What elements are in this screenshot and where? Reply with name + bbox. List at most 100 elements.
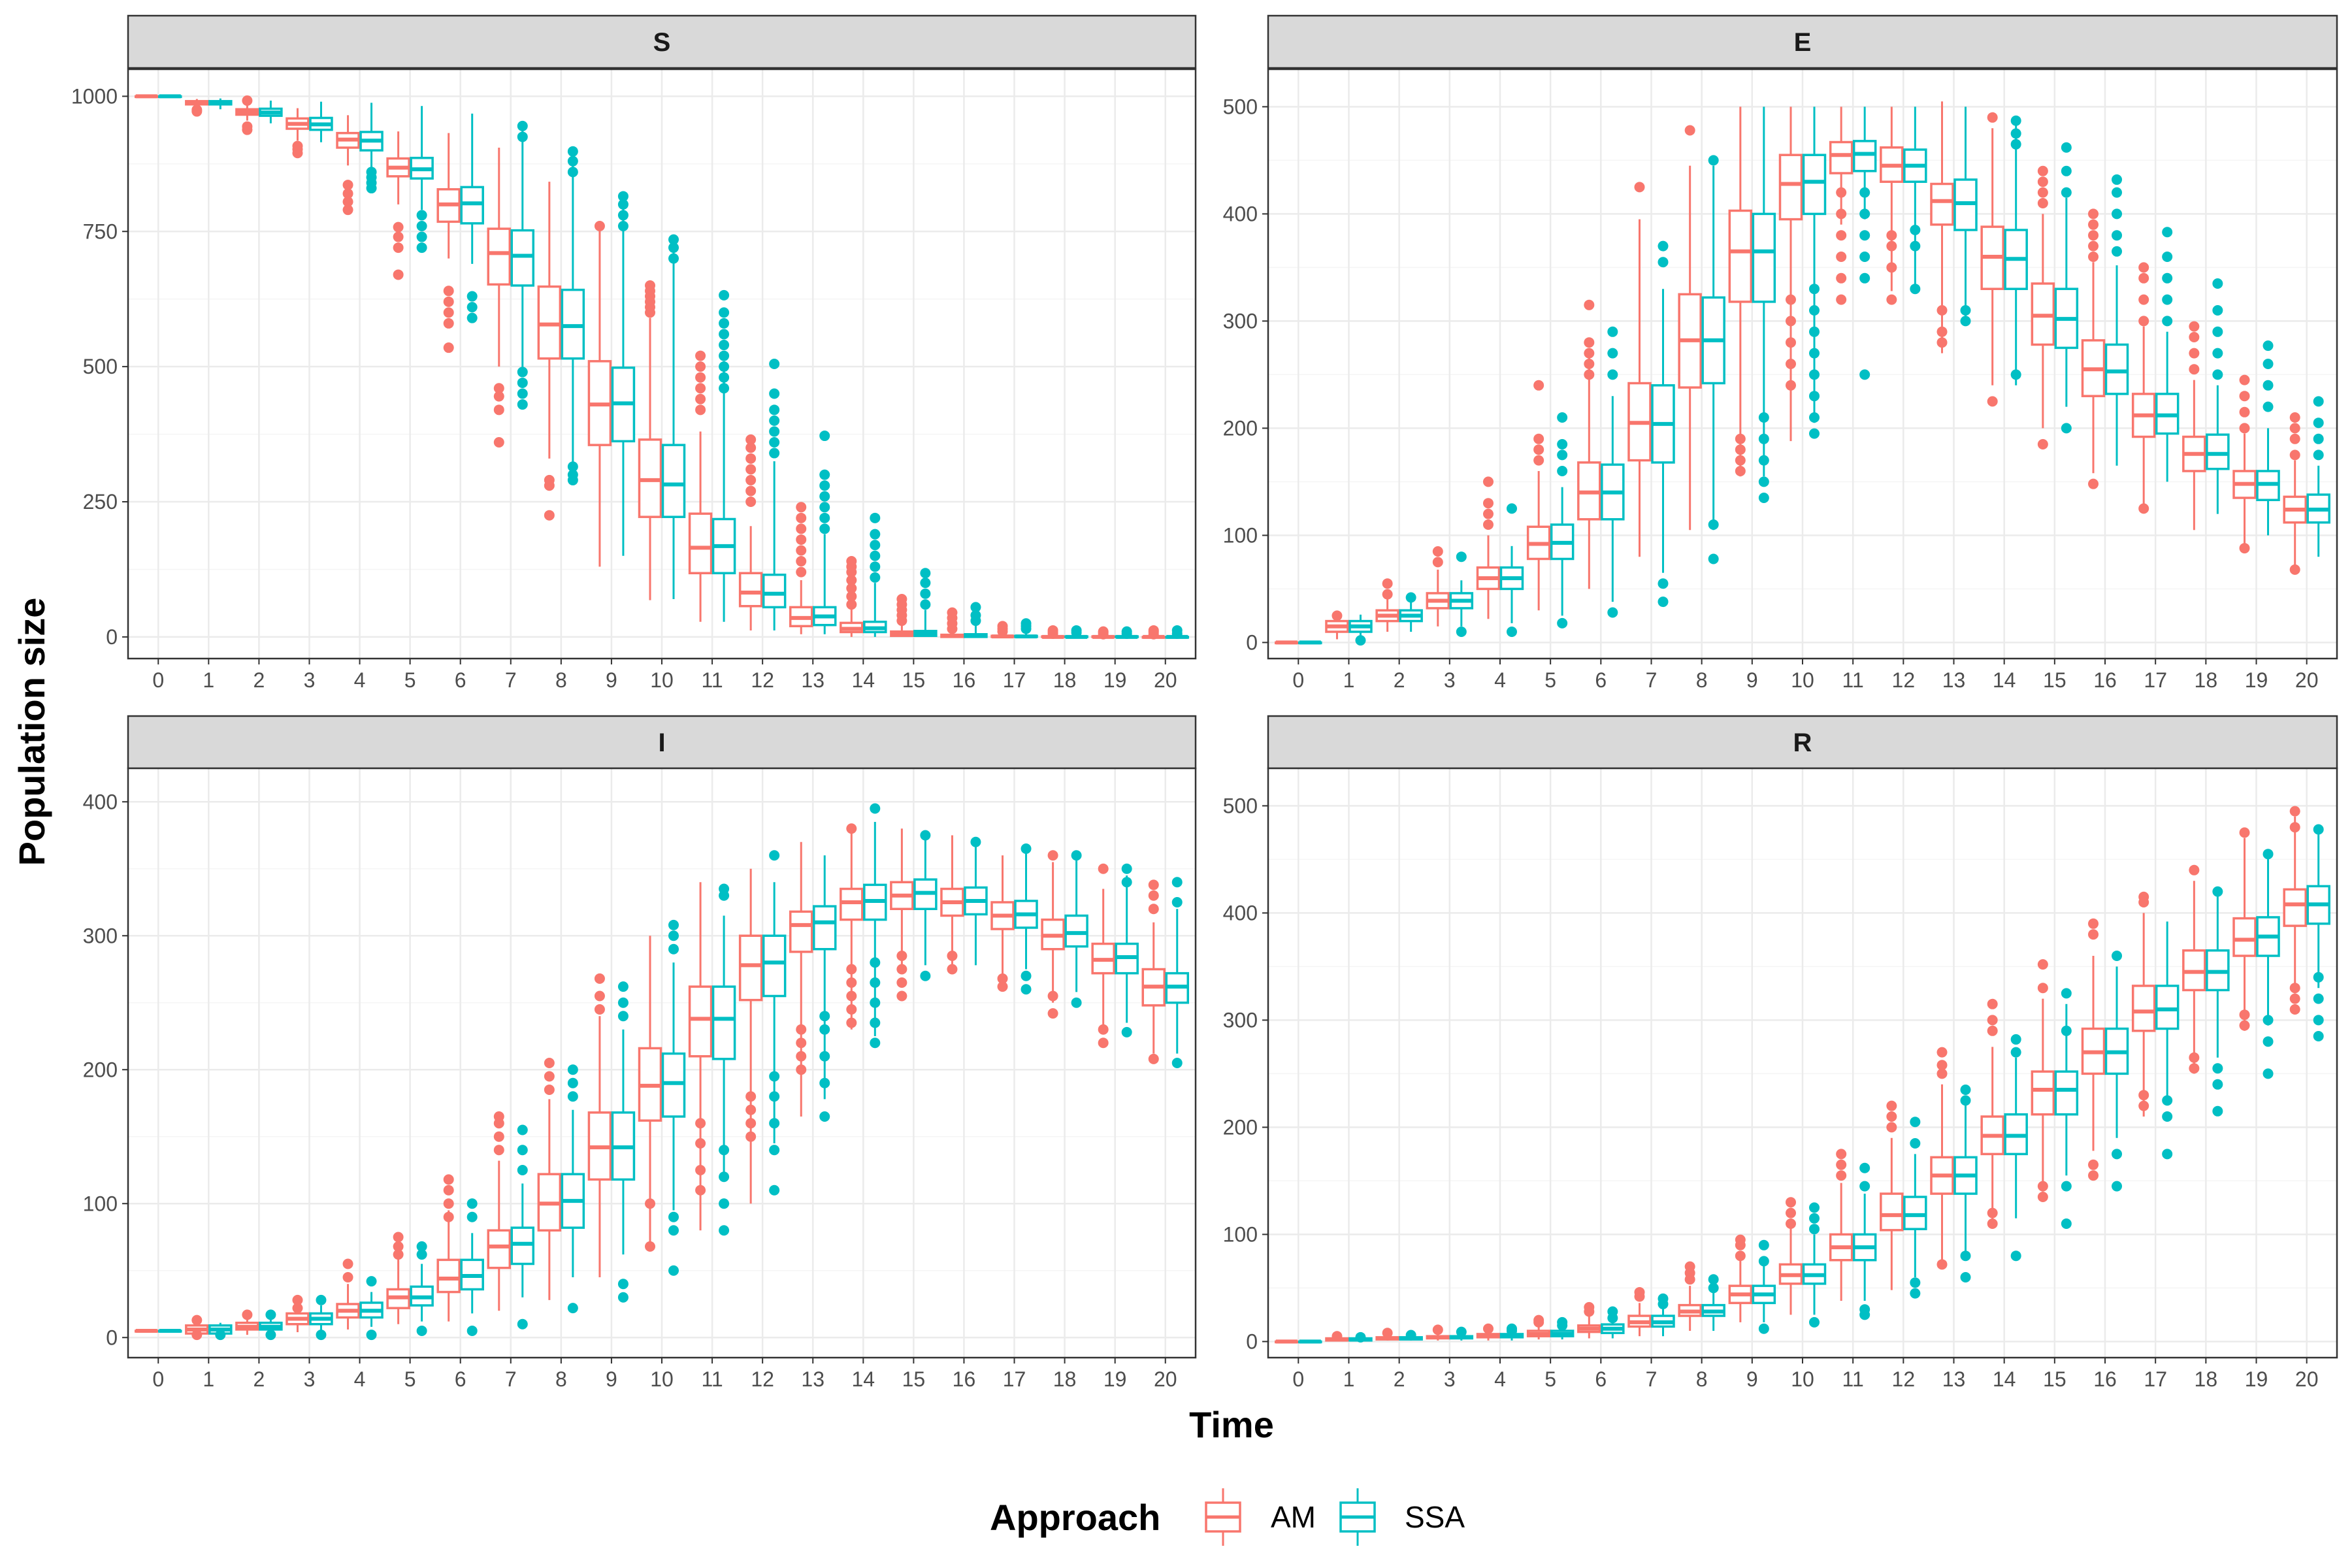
outlier-point (896, 964, 907, 975)
y-tick-label: 0 (1246, 630, 1258, 654)
x-tick-label: 6 (1595, 668, 1607, 692)
outlier-point (1960, 1085, 1971, 1095)
outlier-point (2313, 417, 2324, 429)
box-ssa-t6 (460, 113, 484, 323)
outlier-point (870, 550, 881, 561)
outlier-point (2262, 1068, 2274, 1079)
outlier-point (819, 512, 830, 523)
outlier-point (1098, 863, 1109, 874)
x-tick-label: 20 (1154, 1367, 1177, 1391)
outlier-point (2313, 449, 2324, 461)
outlier-point (2313, 972, 2324, 983)
outlier-point (1758, 433, 1769, 444)
box-ssa-t10 (661, 234, 686, 599)
box-iqr (711, 985, 736, 1060)
outlier-point (2037, 1181, 2048, 1192)
facet-strip-label: I (658, 728, 665, 757)
y-tick-label: 1000 (71, 84, 118, 108)
outlier-point (1171, 1058, 1183, 1068)
panel-border (127, 68, 1197, 660)
outlier-point (870, 1037, 881, 1049)
outlier-point (668, 919, 679, 930)
outlier-point (2189, 1063, 2200, 1074)
outlier-point (2313, 1031, 2324, 1041)
box-ssa-t20 (1165, 625, 1190, 639)
x-tick-label: 2 (253, 1367, 265, 1391)
x-tick-label: 15 (2043, 1367, 2066, 1391)
box-ssa-t6 (1601, 326, 1625, 618)
outlier-point (1809, 1213, 1820, 1224)
outlier-point (1432, 557, 1443, 568)
outlier-point (416, 1326, 427, 1336)
outlier-point (1432, 1324, 1443, 1335)
box-am-t13 (789, 502, 813, 634)
box-am-t8 (537, 1058, 562, 1300)
y-tick-label: 200 (1223, 416, 1258, 440)
outlier-point (745, 1091, 757, 1102)
outlier-point (594, 1004, 605, 1015)
outlier-point (1171, 897, 1183, 907)
outlier-point (1071, 997, 1082, 1008)
outlier-point (819, 480, 830, 491)
box-iqr (487, 227, 512, 286)
box-iqr (1930, 182, 1954, 226)
outlier-point (796, 566, 807, 578)
x-tick-label: 3 (1444, 1367, 1456, 1391)
outlier-point (242, 1309, 253, 1320)
box-am-t1 (185, 1315, 209, 1341)
outlier-point (870, 803, 881, 814)
box-am-t19 (2232, 827, 2257, 1031)
outlier-point (416, 242, 427, 253)
box-ssa-t9 (1752, 106, 1776, 503)
outlier-point (1533, 1315, 1544, 1326)
box-ssa-t5 (1550, 412, 1575, 629)
outlier-point (2037, 176, 2048, 188)
x-tick-label: 19 (2245, 668, 2268, 692)
outlier-point (2289, 806, 2300, 817)
outlier-point (1859, 272, 1870, 284)
outlier-point (2313, 993, 2324, 1004)
outlier-point (242, 95, 253, 106)
outlier-point (769, 359, 780, 369)
box-am-t18 (1041, 625, 1065, 639)
outlier-point (617, 1292, 629, 1303)
box-iqr (762, 573, 787, 609)
outlier-point (796, 1037, 807, 1049)
outlier-point (870, 997, 881, 1008)
outlier-point (2088, 208, 2099, 220)
outlier-point (920, 588, 931, 599)
outlier-point (1382, 1328, 1393, 1339)
outlier-point (1098, 1024, 1109, 1035)
outlier-point (1910, 284, 1921, 295)
box-ssa-t4 (359, 1276, 384, 1341)
outlier-point (1021, 618, 1032, 629)
outlier-point (719, 372, 730, 383)
series-ssa (157, 803, 1190, 1341)
outlier-point (416, 220, 427, 231)
box-ssa-t14 (863, 803, 887, 1049)
outlier-point (466, 291, 478, 302)
outlier-point (668, 1211, 679, 1222)
x-tick-label: 19 (2245, 1367, 2268, 1391)
x-tick-label: 5 (404, 1367, 416, 1391)
outlier-point (1607, 607, 1618, 618)
outlier-point (2112, 951, 2123, 961)
outlier-point (1758, 1239, 1769, 1250)
outlier-point (745, 474, 757, 485)
box-am-t0 (1275, 1339, 1299, 1344)
outlier-point (2088, 219, 2099, 230)
outlier-point (970, 610, 981, 621)
x-tick-label: 11 (1842, 1367, 1864, 1391)
outlier-point (2189, 321, 2200, 332)
outlier-point (2010, 128, 2021, 139)
outlier-point (2262, 380, 2274, 391)
x-tick-label: 15 (902, 1367, 926, 1391)
outlier-point (719, 883, 730, 894)
box-ssa-t11 (711, 883, 736, 1236)
outlier-point (1886, 240, 1897, 252)
outlier-point (1960, 305, 1971, 316)
outlier-point (1758, 1256, 1769, 1267)
outlier-point (695, 1165, 706, 1175)
